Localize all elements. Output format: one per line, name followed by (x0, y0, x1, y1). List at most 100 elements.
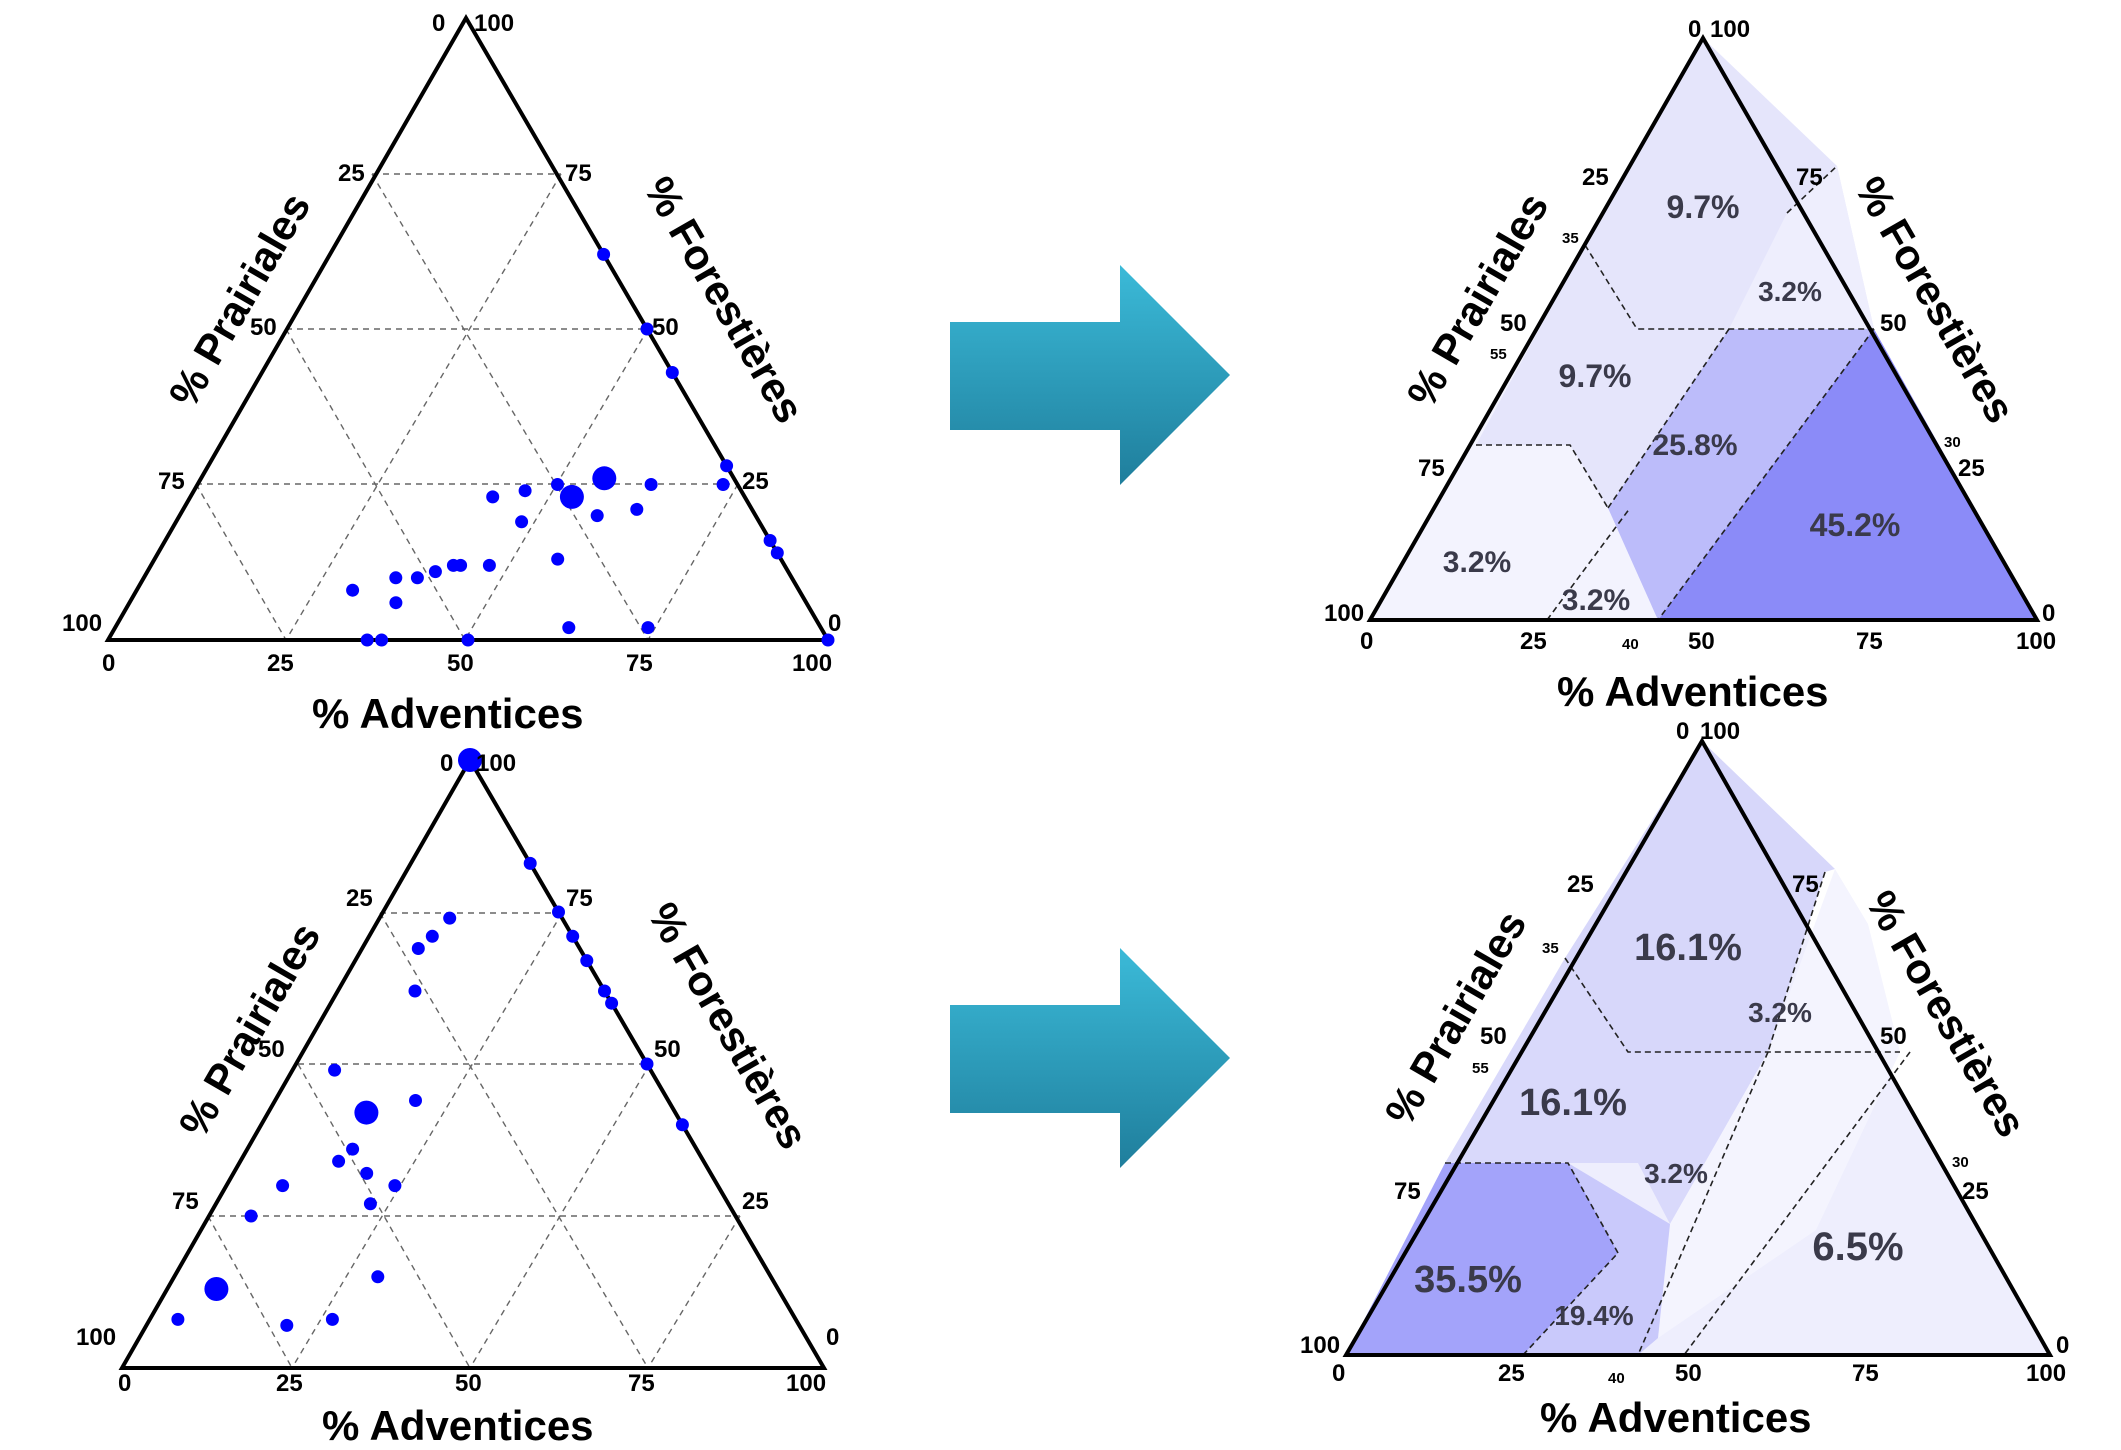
bottom-tick: 50 (455, 1370, 482, 1397)
data-point (388, 1179, 402, 1193)
right-tick: 75 (566, 885, 593, 912)
left-tick-extra: 35 (1542, 940, 1559, 957)
arrow-right-icon (950, 265, 1230, 485)
right-tick: 75 (1796, 164, 1823, 191)
region-label: 6.5% (1812, 1225, 1903, 1269)
ternary-scatter-bottom: 0 100 100 75 50 25 75 50 25 0 0 25 50 75… (0, 740, 880, 1449)
data-points (346, 247, 835, 647)
right-tick: 0 (2056, 1332, 2070, 1359)
right-tick: 50 (1880, 310, 1907, 337)
data-point (665, 366, 679, 379)
bottom-tick: 50 (447, 650, 474, 677)
data-point (409, 1094, 422, 1107)
bottom-axis-title: % Adventices (322, 1402, 594, 1449)
region-label: 3.2% (1758, 276, 1822, 307)
bottom-tick: 75 (626, 650, 653, 677)
right-tick: 0 (828, 610, 842, 637)
bottom-tick: 25 (1520, 628, 1547, 655)
region-label: 3.2% (1748, 997, 1812, 1028)
data-point (360, 1166, 374, 1180)
region-left-mid (1445, 958, 1768, 1224)
data-point (580, 954, 594, 968)
bottom-axis-title: % Adventices (312, 690, 584, 737)
data-point (375, 633, 389, 647)
data-point (204, 1277, 229, 1301)
data-point (630, 502, 644, 516)
left-tick: 75 (172, 1188, 199, 1215)
data-point (641, 621, 655, 635)
left-tick: 75 (1394, 1178, 1421, 1205)
ternary-regions-bottom: 16.1% 3.2% 16.1% 3.2% 35.5% 19.4% 6.5% 0… (1290, 718, 2121, 1441)
apex-label-left: 0 (440, 750, 454, 777)
left-tick: 25 (1582, 164, 1609, 191)
grid-lines (195, 173, 739, 641)
apex-label-right: 100 (1700, 718, 1741, 745)
region-boundaries (1476, 165, 1875, 621)
right-tick: 50 (1880, 1023, 1907, 1050)
left-tick: 25 (1567, 871, 1594, 898)
region-label: 16.1% (1519, 1082, 1627, 1124)
region-top-right (1768, 869, 1900, 1052)
data-point (276, 1179, 290, 1193)
region-label: 9.7% (1667, 189, 1740, 225)
region-right-dark (1658, 329, 2037, 620)
apex-label-left: 0 (432, 10, 446, 37)
data-point (716, 478, 730, 491)
region-top-cap (1565, 741, 1835, 1052)
left-tick: 100 (76, 1324, 117, 1351)
data-point (408, 984, 422, 998)
right-tick: 50 (654, 1036, 681, 1063)
data-point (354, 1100, 379, 1125)
data-point (518, 484, 532, 498)
data-point (640, 1057, 654, 1071)
region-bottom-mid (1523, 1163, 1670, 1355)
ternary-regions-top-plot: 9.7% 3.2% 9.7% 25.8% 3.2% 3.2% 45.2% (1366, 33, 2041, 622)
left-tick: 50 (1480, 1023, 1507, 1050)
apex-label-right: 100 (476, 750, 517, 777)
region-label: 3.2% (1443, 546, 1511, 579)
triangle-outline (1342, 736, 2054, 1357)
bottom-tick: 100 (792, 650, 833, 677)
data-point (332, 1154, 346, 1168)
apex-label-right: 100 (474, 10, 515, 37)
region-label: 9.7% (1559, 358, 1632, 394)
bottom-tick: 75 (1852, 1360, 1879, 1387)
left-tick: 25 (338, 160, 365, 187)
data-points (171, 748, 689, 1332)
data-point (482, 558, 496, 572)
left-tick: 50 (258, 1036, 285, 1063)
bottom-tick: 0 (1360, 628, 1374, 655)
data-point (428, 565, 442, 579)
bottom-tick: 25 (267, 650, 294, 677)
apex-label-left: 0 (1688, 16, 1702, 43)
ternary-scatter-top: 0 100 100 75 50 25 75 50 25 0 0 25 50 75… (0, 0, 880, 750)
arrow-right-icon (950, 948, 1230, 1168)
data-point (346, 1142, 360, 1156)
data-point (425, 929, 439, 943)
right-tick: 0 (826, 1324, 840, 1351)
data-point (486, 490, 500, 504)
data-point (171, 1312, 185, 1326)
apex-label-left: 0 (1676, 718, 1690, 745)
region-center-band (1608, 329, 1874, 620)
data-point (244, 1209, 258, 1223)
bottom-tick: 0 (1332, 1360, 1346, 1387)
region-top-right (1729, 166, 1874, 329)
bottom-tick: 0 (102, 650, 116, 677)
region-label: 35.5% (1414, 1259, 1522, 1301)
data-point (559, 484, 584, 509)
grid-lines (207, 912, 741, 1369)
left-tick: 75 (158, 468, 185, 495)
data-point (328, 1063, 342, 1077)
bottom-tick: 50 (1688, 628, 1715, 655)
region-label: 19.4% (1554, 1300, 1633, 1331)
left-tick: 25 (346, 885, 373, 912)
region-left-mid (1476, 245, 1729, 508)
data-point (515, 515, 529, 529)
data-point (360, 633, 374, 647)
left-tick-extra: 35 (1562, 230, 1579, 247)
bottom-tick-extra: 40 (1622, 636, 1639, 653)
right-tick: 25 (1958, 455, 1985, 482)
data-point (443, 911, 457, 925)
data-point (597, 247, 611, 261)
